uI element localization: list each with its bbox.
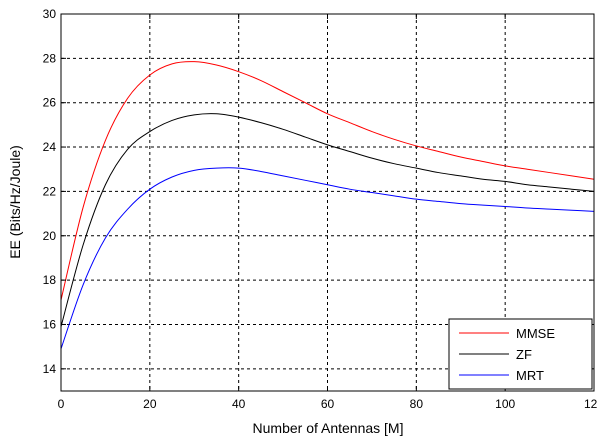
y-tick-label-20: 20 bbox=[43, 229, 57, 243]
legend-label-mmse: MMSE bbox=[516, 326, 555, 341]
series-line-mrt bbox=[60, 167, 595, 350]
x-tick-label-60: 60 bbox=[321, 397, 335, 411]
series-line-zf bbox=[60, 113, 595, 327]
series-line-mmse bbox=[60, 61, 595, 301]
x-tick-label-40: 40 bbox=[232, 397, 246, 411]
y-tick-label-24: 24 bbox=[43, 140, 57, 154]
x-tick-label-80: 80 bbox=[410, 397, 424, 411]
legend-label-zf: ZF bbox=[516, 347, 532, 362]
legend-label-mrt: MRT bbox=[516, 368, 544, 383]
x-tick-label-100: 100 bbox=[495, 397, 515, 411]
y-tick-label-16: 16 bbox=[43, 317, 57, 331]
y-tick-label-26: 26 bbox=[43, 96, 57, 110]
x-tick-label-120: 120 bbox=[584, 397, 597, 411]
x-tick-label-20: 20 bbox=[143, 397, 157, 411]
x-axis-label: Number of Antennas [M] bbox=[253, 420, 404, 436]
y-tick-label-18: 18 bbox=[43, 273, 57, 287]
x-tick-label-0: 0 bbox=[58, 397, 65, 411]
legend: MMSE ZF MRT bbox=[448, 318, 593, 390]
axis-ticks: 0 20 40 60 80 100 120 14 16 18 20 22 24 26 28 30 bbox=[43, 7, 597, 411]
y-axis-label: EE (Bits/Hz/Joule) bbox=[7, 145, 23, 259]
y-tick-label-14: 14 bbox=[43, 362, 57, 376]
series-lines bbox=[60, 61, 595, 350]
y-tick-label-30: 30 bbox=[43, 7, 57, 21]
y-tick-label-28: 28 bbox=[43, 51, 57, 65]
y-tick-label-22: 22 bbox=[43, 184, 57, 198]
